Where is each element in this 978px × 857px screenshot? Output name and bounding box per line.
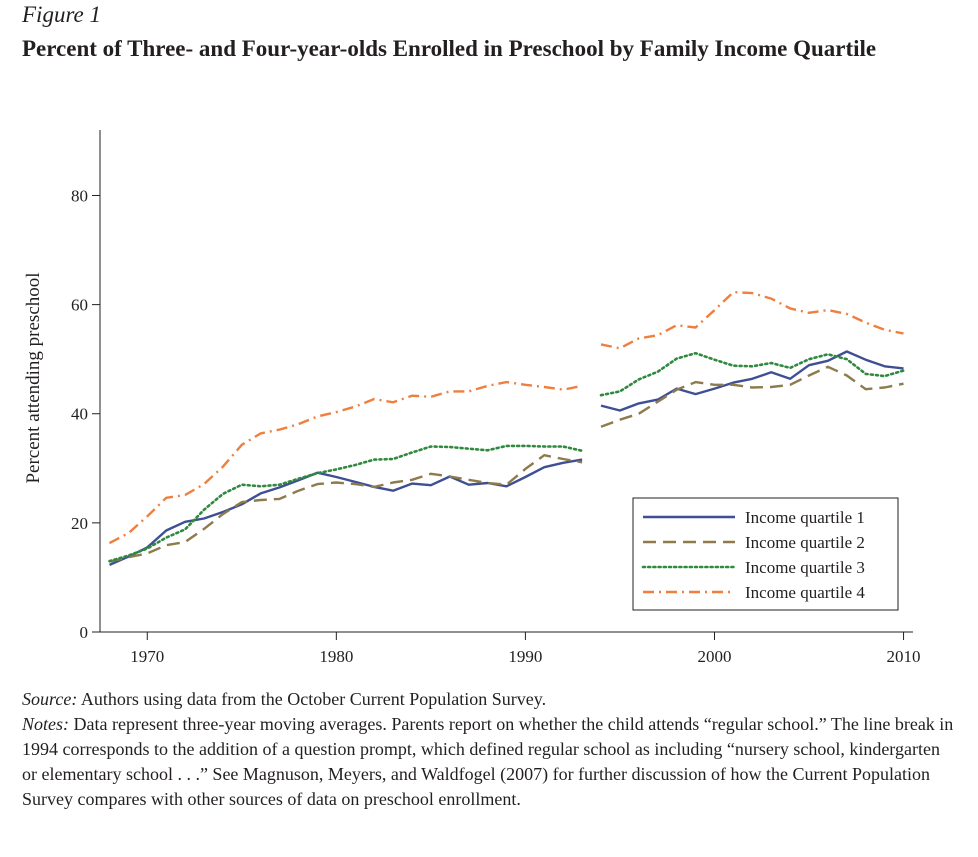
x-tick-label: 1970	[130, 647, 164, 666]
y-tick-label: 60	[71, 296, 88, 315]
figure-title: Percent of Three- and Four-year-olds Enr…	[22, 36, 877, 61]
notes-label: Notes:	[22, 714, 69, 734]
x-tick-label: 2010	[887, 647, 921, 666]
legend-label-quartile-4: Income quartile 4	[745, 583, 865, 602]
legend-label-quartile-2: Income quartile 2	[745, 533, 865, 552]
notes-text: Data represent three-year moving average…	[22, 714, 954, 809]
y-tick-label: 0	[80, 623, 89, 642]
y-tick-label: 80	[71, 186, 88, 205]
series-line-quartile-1-post-1994	[600, 350, 904, 412]
source-text: Authors using data from the October Curr…	[77, 689, 547, 709]
series-line-quartile-1-pre-1994	[109, 458, 583, 567]
series-line-quartile-2-pre-1994	[109, 454, 583, 563]
chart-legend: Income quartile 1 Income quartile 2 Income…	[632, 497, 899, 611]
y-tick-label: 40	[71, 405, 88, 424]
notes-paragraph: Notes: Data represent three-year moving …	[22, 712, 957, 812]
series-line-quartile-3-post-1994	[599, 351, 905, 397]
y-tick-label: 20	[71, 514, 88, 533]
chart-axes: 0 20 40 60 80 1970 1980 1990 2000 2010	[71, 130, 921, 666]
x-tick-label: 1990	[508, 647, 542, 666]
chart-series	[108, 290, 905, 567]
figure-notes: Source: Authors using data from the Octo…	[22, 687, 957, 812]
series-line-quartile-4-pre-1994	[108, 380, 583, 545]
figure-label: Figure 1	[22, 2, 101, 27]
legend-label-quartile-3: Income quartile 3	[745, 558, 865, 577]
x-tick-label: 2000	[697, 647, 731, 666]
legend-label-quartile-1: Income quartile 1	[745, 508, 865, 527]
series-line-quartile-4-post-1994	[600, 290, 904, 350]
x-tick-label: 1980	[319, 647, 353, 666]
source-label: Source:	[22, 689, 78, 709]
source-line: Source: Authors using data from the Octo…	[22, 687, 957, 712]
y-axis-label: Percent attending preschool	[23, 272, 44, 483]
series-line-quartile-2-post-1994	[600, 365, 904, 428]
series-line-quartile-3-pre-1994	[108, 444, 584, 563]
line-chart: 0 20 40 60 80 1970 1980 1990 2000 2010 Income qua…	[23, 130, 921, 666]
